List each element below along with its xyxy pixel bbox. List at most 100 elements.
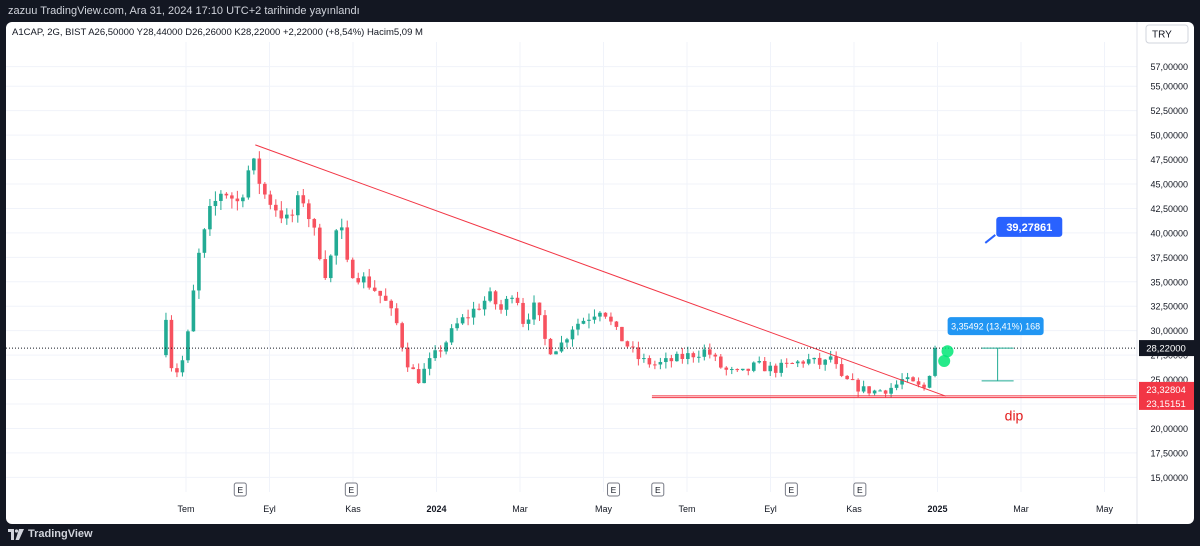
candle-body [361,276,366,283]
grid-lines [6,42,1137,492]
candle-body [296,195,300,216]
earnings-marker-label: E [655,485,661,495]
candle-body [680,353,685,359]
candle-body [614,321,619,327]
earnings-marker[interactable]: E [344,482,358,497]
candle [334,228,339,265]
last-price-tag-box [1139,340,1194,357]
candle [658,357,663,370]
candle [241,194,245,208]
candle-body [279,210,284,219]
candle-body [856,379,860,392]
candle [757,356,762,364]
y-tick-label: 50,00000 [1150,131,1188,141]
candle [438,345,443,358]
symbol-legend: A1CAP, 2G, BIST A26,50000 Y28,44000 D26,… [12,27,423,38]
earnings-marker[interactable]: E [651,482,665,497]
candle-body [625,341,630,347]
candle [795,359,800,368]
candle-body [795,361,800,364]
x-tick-label: May [1096,504,1114,514]
candle [455,317,459,331]
candle-body [532,302,536,320]
candle [603,312,608,319]
candle [186,329,190,363]
candle [515,291,520,306]
x-tick-label: Eyl [263,504,276,514]
candle-body [609,316,613,322]
y-tick-label: 57,00000 [1150,62,1188,72]
candle-body [345,227,350,260]
candle-body [724,367,729,370]
candle [449,324,454,345]
candle-body [202,229,207,253]
y-tick-label: 35,00000 [1150,277,1188,287]
candle [911,376,915,382]
candle-body [422,368,426,384]
candle-body [427,358,432,369]
target-price-label[interactable]: 39,27861 [984,216,1063,244]
candle [708,343,712,359]
candle [290,209,295,223]
candle-body [751,362,756,371]
candle-body [905,377,910,380]
candle-body [812,357,816,360]
candle [933,345,937,378]
price-range-measure[interactable]: 3,35492 (13,41%) 168 [947,317,1044,382]
candle-body [268,194,273,205]
candle [532,295,536,325]
candle-body [224,193,229,196]
publish-info: zazuu TradingView.com, Ara 31, 2024 17:1… [8,5,360,17]
y-tick-label: 25,00000 [1150,375,1188,385]
earnings-marker[interactable]: E [607,482,621,497]
target-label-box [996,216,1063,237]
y-tick-label: 32,50000 [1150,302,1188,312]
candle-body [867,386,871,394]
candle-body [438,350,443,352]
candle-body [471,308,476,318]
candle-body [252,158,256,171]
x-tick-label: 2025 [927,504,947,514]
currency-button[interactable]: TRY [1145,24,1189,44]
candle-body [883,390,888,394]
candle-body [521,302,525,324]
candle-body [658,362,663,365]
candle-body [784,362,789,364]
last-price-tag-text: 28,22000 [1146,344,1186,355]
candle [669,354,674,368]
candle [328,254,333,283]
candle-body [735,369,740,371]
trendline[interactable] [255,144,947,397]
candle-body [636,347,641,360]
candle [323,250,328,280]
x-tick-label: May [595,504,613,514]
candle-body [230,195,234,199]
candle [559,335,564,353]
earnings-marker[interactable]: E [233,482,247,497]
candle [922,382,926,391]
candle [592,309,597,324]
candle-body [603,312,608,317]
candle-body [768,365,773,372]
support-note: dip [1005,408,1024,424]
candle [548,337,553,355]
candle [488,287,492,303]
earnings-marker-label: E [348,485,354,495]
candle-body [631,346,635,348]
candle [274,199,278,217]
candle [224,192,229,199]
candle [905,372,910,383]
target-label-text: 39,27861 [1006,222,1052,234]
candle-body [213,200,218,207]
candle [493,290,498,310]
earnings-marker[interactable]: E [784,482,798,497]
candle [268,190,273,210]
y-tick-label: 37,50000 [1150,253,1188,263]
tradingview-logo[interactable]: TradingView [8,528,93,540]
candle-body [416,369,421,384]
candle-body [889,387,893,394]
candle-body [444,342,448,352]
candle [625,340,630,349]
price-chart[interactable]: dip 3,35492 (13,41%) 168 39,27861 Tem Eyl Ka… [6,22,1194,524]
earnings-marker[interactable]: E [853,482,867,497]
